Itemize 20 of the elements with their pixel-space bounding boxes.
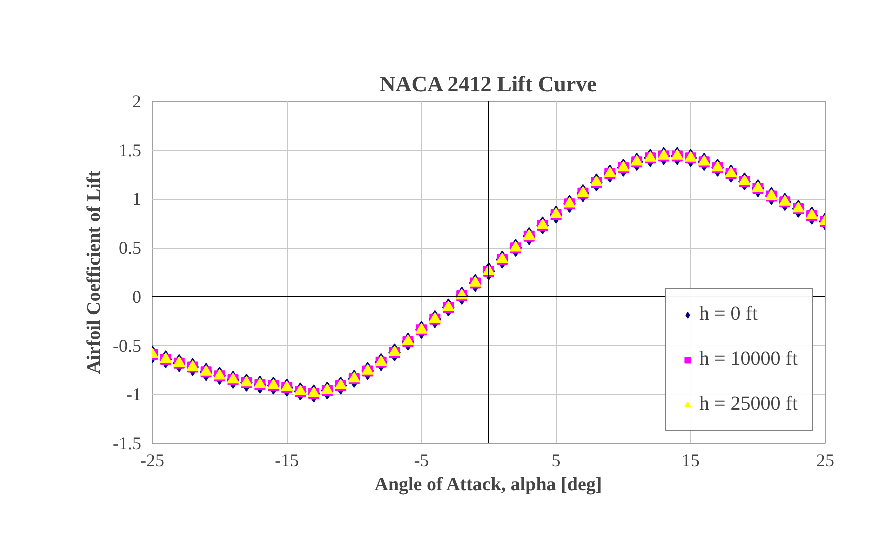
x-tick-label: 5 bbox=[552, 450, 561, 470]
y-tick-label: 1.5 bbox=[119, 140, 142, 160]
y-tick-label: 0 bbox=[132, 286, 142, 307]
x-tick-label: 25 bbox=[816, 450, 834, 470]
y-tick-label: 1 bbox=[132, 189, 142, 210]
y-tick-label: -1.5 bbox=[113, 434, 142, 454]
y-axis-title: Airfoil Coefficient of Lift bbox=[84, 170, 106, 374]
legend-label: h = 0 ft bbox=[700, 303, 758, 326]
x-tick-label: -5 bbox=[414, 450, 430, 470]
x-axis-title: Angle of Attack, alpha [deg] bbox=[374, 474, 602, 496]
y-tick-label: 2 bbox=[132, 92, 142, 112]
y-tick-label: -0.5 bbox=[113, 336, 142, 356]
y-tick-label: -1 bbox=[126, 384, 142, 405]
legend-label: h = 10000 ft bbox=[700, 348, 798, 371]
x-tick-label: -15 bbox=[275, 450, 300, 470]
x-tick-label: -25 bbox=[140, 450, 165, 470]
legend-label: h = 25000 ft bbox=[700, 393, 798, 416]
y-tick-label: 0.5 bbox=[119, 238, 142, 258]
x-tick-label: 15 bbox=[682, 450, 700, 470]
chart-title: NACA 2412 Lift Curve bbox=[380, 72, 598, 96]
